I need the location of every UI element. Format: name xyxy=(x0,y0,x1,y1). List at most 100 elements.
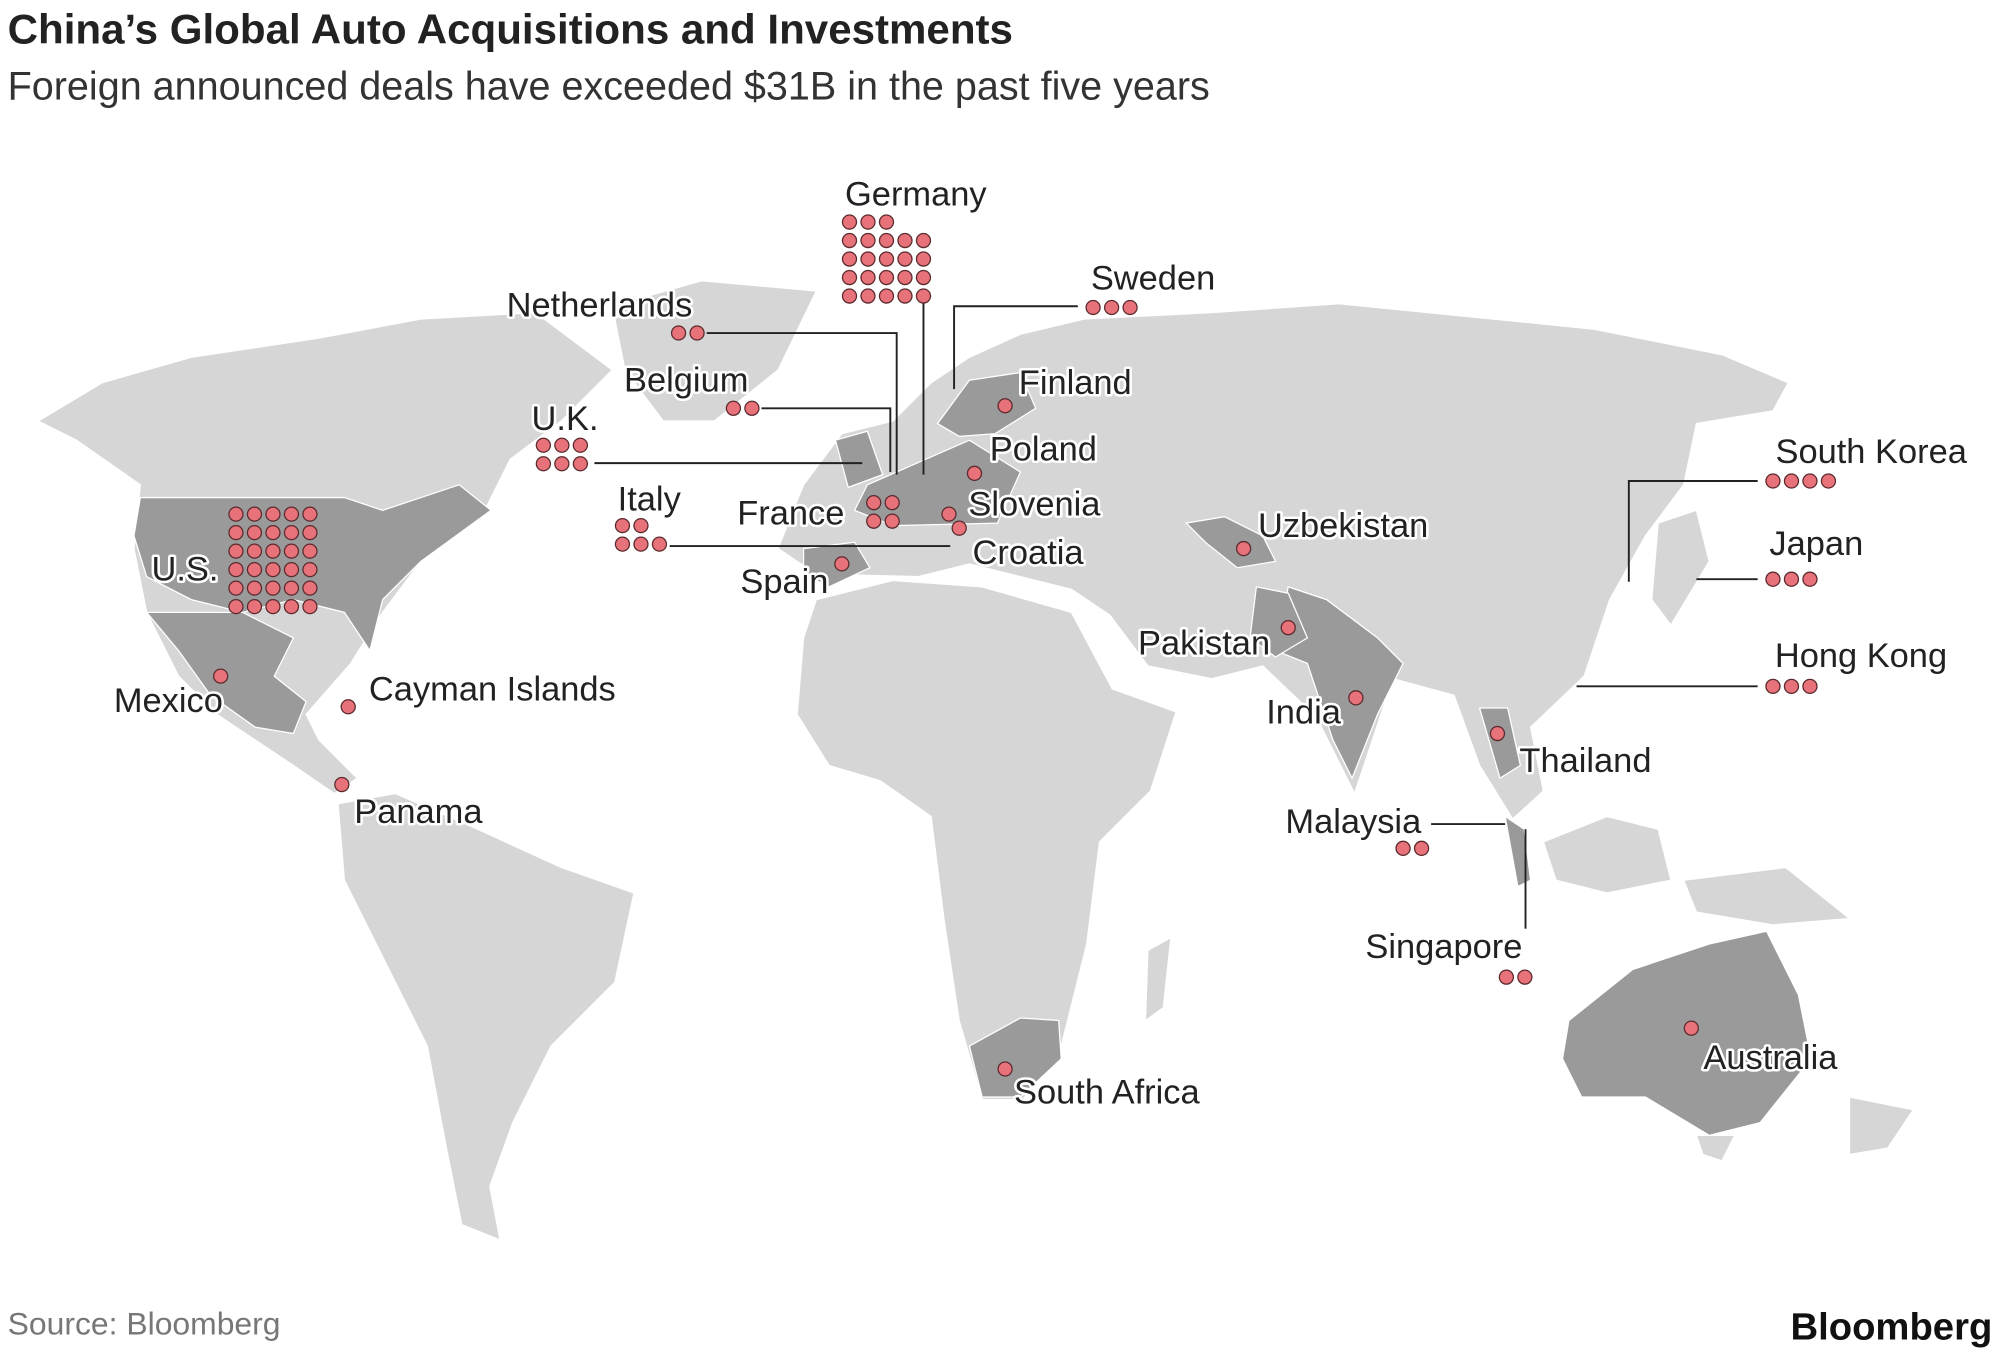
deal-dot xyxy=(246,580,263,596)
country-label: Thailand xyxy=(1519,742,1651,780)
deal-dot xyxy=(1783,678,1800,694)
deal-dot xyxy=(878,251,895,267)
deal-dot xyxy=(897,232,913,249)
deal-dots xyxy=(535,437,589,472)
deal-dots xyxy=(1395,840,1430,856)
country-label: France xyxy=(737,494,844,532)
landmass xyxy=(1848,1096,1915,1156)
deal-dots xyxy=(1765,571,1818,587)
deal-dot xyxy=(265,598,281,615)
deal-dots xyxy=(866,495,900,529)
country-label: Panama xyxy=(354,793,483,831)
highlighted-country xyxy=(968,1017,1062,1098)
deal-dot xyxy=(246,598,263,615)
deal-dot xyxy=(614,536,631,552)
country-label: Mexico xyxy=(114,682,223,720)
deal-dot xyxy=(1085,299,1101,316)
landmass xyxy=(1144,936,1172,1022)
deal-dots xyxy=(1280,620,1296,636)
deal-dot xyxy=(1783,473,1800,489)
deal-dot xyxy=(834,556,850,572)
deal-dot xyxy=(860,232,876,249)
country-label: Australia xyxy=(1703,1039,1838,1077)
landmass xyxy=(1651,509,1710,627)
deal-dot xyxy=(860,251,876,267)
deal-dot xyxy=(860,269,876,286)
deal-dot xyxy=(228,524,244,541)
deal-dot xyxy=(1498,969,1515,985)
landmass xyxy=(777,303,1790,820)
deal-dot xyxy=(866,513,882,529)
deal-dots xyxy=(941,506,957,522)
deal-dot xyxy=(860,214,876,230)
country-label: U.K. xyxy=(532,400,599,438)
country-label: Slovenia xyxy=(968,485,1101,523)
country-label: Pakistan xyxy=(1138,624,1270,662)
brand-logo: Bloomberg xyxy=(1790,1305,1992,1348)
highlighted-country xyxy=(834,430,884,489)
country-label: Belgium xyxy=(624,362,748,400)
deal-dot xyxy=(915,232,932,249)
deal-dot xyxy=(633,517,649,534)
deal-dot xyxy=(228,580,244,596)
country-label: U.S. xyxy=(151,550,218,588)
deal-dot xyxy=(670,325,687,341)
deal-dot xyxy=(841,288,858,304)
deal-dot xyxy=(878,214,895,230)
deal-dot xyxy=(1765,678,1781,694)
deal-dot xyxy=(1103,299,1120,316)
deal-dot xyxy=(941,506,957,522)
deal-dot xyxy=(302,598,318,615)
deal-dot xyxy=(228,543,244,559)
deal-dot xyxy=(283,598,300,615)
deal-dot xyxy=(897,251,913,267)
deal-dots xyxy=(966,465,983,481)
deal-dot xyxy=(878,288,895,304)
highlighted-country xyxy=(1478,707,1522,780)
deal-dots xyxy=(670,325,705,341)
title: China’s Global Auto Acquisitions and Inv… xyxy=(8,5,1013,52)
deal-dot xyxy=(1820,473,1837,489)
deal-dot xyxy=(1122,299,1138,316)
deal-dots xyxy=(228,506,318,615)
deal-dot xyxy=(1765,473,1781,489)
deal-dot xyxy=(302,561,318,578)
deal-dot xyxy=(1802,571,1818,587)
highlighted-country xyxy=(1274,586,1404,780)
deal-dot xyxy=(841,214,858,230)
landmass xyxy=(1695,1134,1736,1162)
deal-dots xyxy=(1765,678,1818,694)
deal-dot xyxy=(535,456,552,472)
country-label: South Korea xyxy=(1775,433,1967,471)
deal-dot xyxy=(1348,690,1364,706)
deal-dot xyxy=(841,251,858,267)
deal-dot xyxy=(997,1061,1013,1077)
landmass xyxy=(337,792,635,1241)
deal-dot xyxy=(951,520,967,536)
subtitle: Foreign announced deals have exceeded $3… xyxy=(8,65,1210,109)
deal-dot xyxy=(614,517,631,534)
deal-dot xyxy=(265,524,281,541)
country-label: Finland xyxy=(1019,364,1132,402)
deal-dot xyxy=(228,561,244,578)
country-label: Malaysia xyxy=(1285,803,1422,841)
deal-dot xyxy=(1235,540,1252,557)
deal-dot xyxy=(246,524,263,541)
deal-dots xyxy=(951,520,967,536)
deal-dot xyxy=(265,543,281,559)
country-label: Sweden xyxy=(1091,260,1215,298)
deal-dot xyxy=(283,524,300,541)
deal-dot xyxy=(302,580,318,596)
deal-dot xyxy=(283,580,300,596)
deal-dot xyxy=(1765,571,1781,587)
landmass xyxy=(1682,866,1852,926)
deal-dot xyxy=(554,456,570,472)
country-label: Singapore xyxy=(1365,928,1522,966)
deal-dot xyxy=(866,495,882,511)
deal-dot xyxy=(860,288,876,304)
landmass xyxy=(1542,815,1672,894)
deal-dots xyxy=(1498,969,1533,985)
country-label: Cayman Islands xyxy=(369,670,616,708)
deal-dot xyxy=(265,506,281,522)
